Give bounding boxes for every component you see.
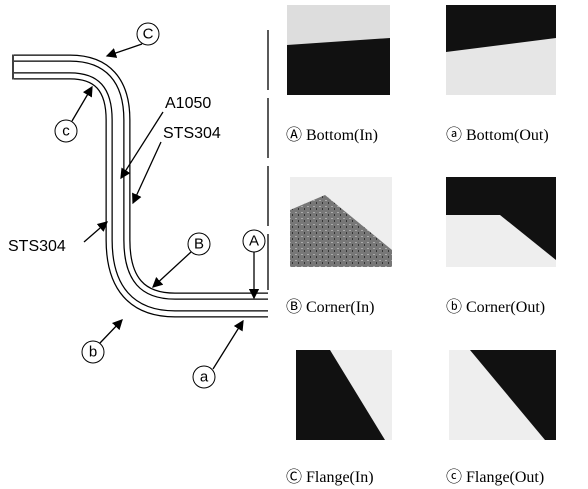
callout-label: b xyxy=(89,344,97,361)
micrographs xyxy=(287,5,556,440)
caption: ⓒ Flange(Out) xyxy=(446,468,544,486)
caption: Ⓑ Corner(In) xyxy=(286,298,374,316)
material-label: STS304 xyxy=(163,125,221,142)
tube xyxy=(13,55,268,306)
material-label: A1050 xyxy=(165,95,211,112)
callout-label: A xyxy=(249,233,259,250)
material-label: STS304 xyxy=(8,238,66,255)
caption: ⓐ Bottom(Out) xyxy=(446,126,549,144)
callout-label: C xyxy=(143,26,154,43)
caption: Ⓒ Flange(In) xyxy=(286,468,374,486)
figure: C c B A b a A1050 STS304 STS304 Ⓐ Bottom… xyxy=(0,0,588,489)
callout-label: a xyxy=(200,369,209,386)
caption: Ⓐ Bottom(In) xyxy=(286,126,378,144)
callout-label: B xyxy=(194,236,204,253)
caption: ⓑ Corner(Out) xyxy=(446,298,545,316)
callout-label: c xyxy=(62,123,70,140)
